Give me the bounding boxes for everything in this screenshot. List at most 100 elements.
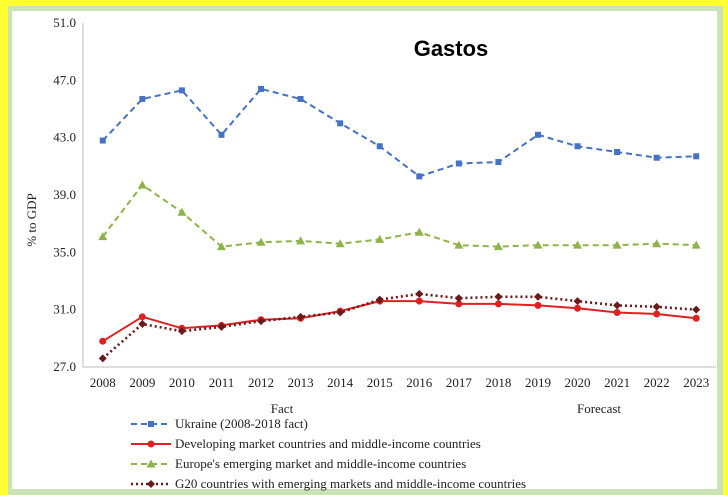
data-point bbox=[692, 314, 700, 322]
series-2 bbox=[98, 180, 701, 251]
x-tick-label: 2015 bbox=[367, 375, 393, 390]
chart-title: Gastos bbox=[414, 36, 489, 61]
data-point bbox=[139, 95, 146, 102]
x-tick-label: 2012 bbox=[248, 375, 274, 390]
data-point bbox=[573, 240, 583, 249]
data-point bbox=[297, 95, 304, 102]
x-tick-label: 2020 bbox=[565, 375, 591, 390]
series-1 bbox=[99, 297, 700, 345]
data-point bbox=[534, 131, 541, 138]
y-tick-label: 31.0 bbox=[53, 302, 76, 317]
series-0 bbox=[99, 85, 700, 180]
data-point bbox=[455, 300, 463, 308]
series-line bbox=[102, 183, 697, 248]
data-point bbox=[99, 337, 107, 345]
legend-label: Europe's emerging market and middle-inco… bbox=[175, 456, 466, 471]
data-point bbox=[414, 227, 424, 236]
data-point bbox=[691, 240, 701, 249]
x-tick-label: 2010 bbox=[169, 375, 195, 390]
data-point bbox=[147, 480, 155, 488]
data-point bbox=[376, 143, 383, 150]
data-point bbox=[146, 459, 156, 468]
y-tick-label: 47.0 bbox=[53, 72, 76, 87]
data-point bbox=[375, 234, 385, 243]
y-tick-label: 39.0 bbox=[53, 187, 76, 202]
data-point bbox=[257, 317, 266, 326]
data-point bbox=[335, 239, 345, 248]
x-tick-label: 2021 bbox=[604, 375, 630, 390]
data-point bbox=[336, 308, 345, 317]
data-point bbox=[138, 313, 146, 321]
series-line bbox=[102, 300, 697, 343]
data-point bbox=[614, 149, 621, 155]
y-tick-label: 27.0 bbox=[53, 359, 76, 374]
x-tick-label: 2008 bbox=[90, 375, 116, 390]
data-point bbox=[416, 173, 423, 180]
data-point bbox=[178, 87, 185, 94]
legend-label: Developing market countries and middle-i… bbox=[175, 436, 481, 451]
data-point bbox=[217, 322, 226, 331]
data-point bbox=[652, 239, 662, 248]
data-point bbox=[258, 85, 265, 92]
legend-label: Ukraine (2008-2018 fact) bbox=[175, 416, 308, 431]
data-point bbox=[177, 207, 187, 216]
data-point bbox=[415, 297, 423, 305]
data-point bbox=[216, 242, 226, 251]
x-tick-label: 2018 bbox=[485, 375, 511, 390]
x-tick-label: 2016 bbox=[406, 375, 433, 390]
y-tick-label: 51.0 bbox=[53, 15, 76, 30]
x-tick-label: 2019 bbox=[525, 375, 551, 390]
data-point bbox=[177, 327, 186, 336]
x-tick-label: 2017 bbox=[446, 375, 473, 390]
series-line bbox=[101, 292, 697, 360]
data-point bbox=[455, 160, 462, 167]
x-tick-label: 2023 bbox=[683, 375, 709, 390]
data-point bbox=[495, 159, 502, 166]
data-point bbox=[337, 120, 344, 127]
data-point bbox=[574, 304, 582, 312]
data-point bbox=[296, 236, 306, 245]
data-point bbox=[612, 240, 622, 249]
data-point bbox=[454, 240, 464, 249]
series-3 bbox=[98, 289, 701, 363]
y-tick-label: 43.0 bbox=[53, 130, 76, 145]
data-point bbox=[256, 237, 266, 246]
data-point bbox=[147, 440, 155, 448]
data-point bbox=[613, 301, 622, 310]
data-point bbox=[296, 312, 305, 321]
chart-legend: Ukraine (2008-2018 fact) Developing marke… bbox=[131, 416, 526, 491]
data-point bbox=[693, 153, 700, 160]
x-tick-label: 2011 bbox=[209, 375, 235, 390]
data-point bbox=[573, 297, 582, 306]
series-line bbox=[102, 87, 697, 178]
y-tick-label: 35.0 bbox=[53, 244, 76, 259]
period-label-fact: Fact bbox=[271, 401, 294, 416]
data-point bbox=[533, 292, 542, 301]
data-point bbox=[218, 131, 225, 138]
period-label-forecast: Forecast bbox=[577, 401, 621, 416]
data-point bbox=[98, 354, 107, 363]
data-point bbox=[138, 320, 147, 328]
x-tick-label: 2009 bbox=[129, 375, 155, 390]
x-tick-label: 2022 bbox=[644, 375, 670, 390]
data-point bbox=[415, 289, 424, 298]
y-axis-label: % to GDP bbox=[24, 193, 39, 246]
x-tick-label: 2013 bbox=[288, 375, 314, 390]
data-point bbox=[137, 180, 147, 189]
data-point bbox=[493, 242, 503, 251]
data-point bbox=[494, 292, 503, 301]
data-point bbox=[98, 232, 108, 241]
data-point bbox=[613, 309, 621, 317]
data-point bbox=[533, 240, 543, 249]
data-point bbox=[574, 143, 581, 150]
data-point bbox=[148, 421, 154, 427]
data-point bbox=[534, 301, 542, 309]
data-point bbox=[375, 295, 384, 304]
data-point bbox=[653, 154, 660, 161]
chart-panel bbox=[12, 11, 717, 489]
x-tick-label: 2014 bbox=[327, 375, 354, 390]
data-point bbox=[653, 310, 661, 318]
data-point bbox=[494, 300, 502, 308]
data-point bbox=[692, 305, 701, 314]
data-point bbox=[99, 137, 106, 144]
